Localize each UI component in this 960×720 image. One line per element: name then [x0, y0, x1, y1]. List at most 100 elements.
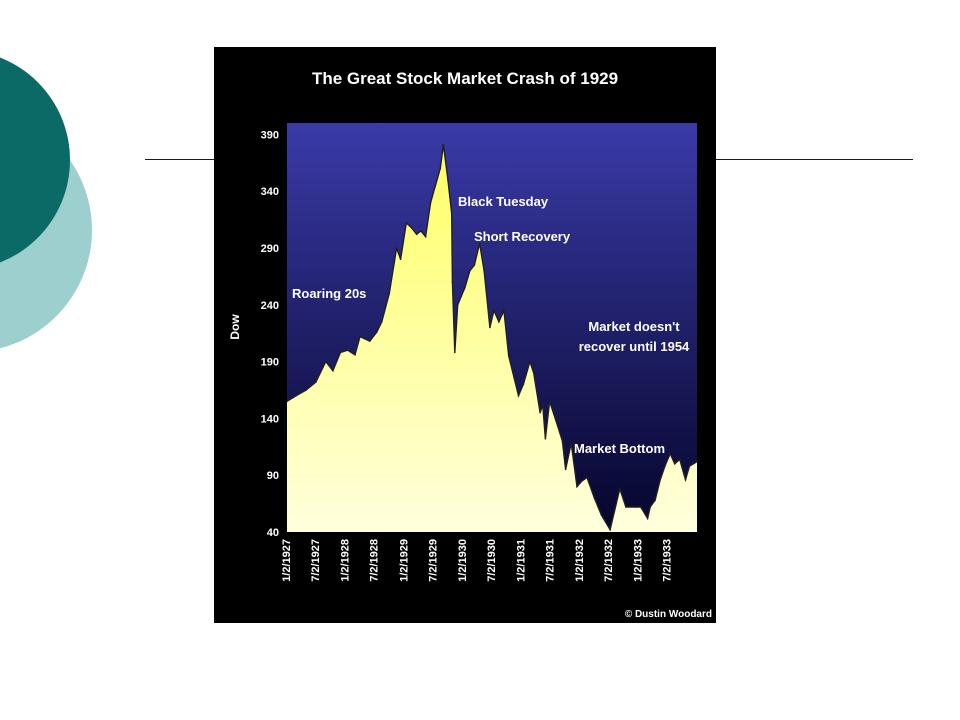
- data-point: [454, 351, 456, 354]
- data-point: [634, 506, 637, 508]
- x-tick-label: 7/2/1933: [662, 539, 674, 582]
- data-points: [286, 143, 698, 531]
- data-point: [529, 360, 531, 363]
- y-tick-label: 190: [261, 357, 279, 369]
- x-tick-label: 1/2/1930: [457, 539, 469, 582]
- chart-title: The Great Stock Market Crash of 1929: [312, 69, 618, 88]
- x-tick-label: 7/2/1932: [603, 539, 615, 582]
- data-point: [405, 222, 408, 224]
- data-point: [625, 506, 627, 508]
- data-point: [359, 335, 361, 338]
- data-point: [464, 286, 466, 289]
- y-tick-label: 240: [261, 300, 279, 312]
- data-point: [483, 269, 485, 272]
- chart-figure: The Great Stock Market Crash of 1929 40 9…: [214, 47, 716, 623]
- data-point: [451, 281, 454, 283]
- data-point: [570, 442, 572, 445]
- data-point: [434, 184, 437, 187]
- y-tick-label: 90: [267, 470, 279, 482]
- data-point: [429, 201, 432, 204]
- data-point: [420, 230, 422, 232]
- x-tick-label: 1/2/1929: [398, 539, 410, 582]
- data-point: [456, 304, 459, 306]
- data-point: [447, 179, 449, 181]
- annotation-label: Black Tuesday: [458, 194, 549, 209]
- data-point: [544, 438, 547, 440]
- data-point: [600, 514, 603, 516]
- copyright-credit: © Dustin Woodard: [625, 609, 712, 620]
- data-point: [503, 309, 505, 312]
- data-point: [442, 143, 445, 146]
- data-point: [619, 488, 621, 490]
- data-point: [325, 360, 327, 363]
- data-point: [507, 355, 510, 357]
- data-point: [346, 349, 349, 352]
- chart-annotations: Roaring 20s Black Tuesday Short Recovery Ma…: [292, 194, 690, 456]
- x-tick-label: 1/2/1933: [633, 539, 645, 582]
- y-axis-ticks: 40 90 140 190 240 290 340 390: [261, 129, 279, 539]
- data-point: [478, 242, 481, 245]
- data-point: [376, 331, 378, 333]
- data-point: [354, 354, 356, 356]
- x-tick-label: 7/2/1927: [310, 539, 322, 582]
- data-point: [424, 235, 427, 238]
- data-point: [286, 400, 288, 403]
- data-point: [646, 517, 649, 520]
- y-tick-label: 340: [261, 186, 279, 198]
- data-point: [493, 309, 495, 312]
- y-tick-label: 290: [261, 243, 279, 255]
- data-point: [554, 417, 556, 420]
- data-point: [669, 452, 671, 455]
- y-axis-label: Dow: [228, 314, 242, 340]
- data-point: [688, 465, 691, 467]
- data-point: [593, 497, 596, 499]
- data-point: [295, 394, 298, 397]
- data-point: [561, 440, 564, 442]
- y-tick-label: 40: [267, 527, 279, 539]
- data-point: [381, 321, 383, 323]
- data-point: [586, 476, 588, 479]
- annotation-label: recover until 1954: [579, 339, 690, 354]
- data-point: [399, 258, 402, 261]
- stock-market-chart: The Great Stock Market Crash of 1929 40 9…: [228, 69, 712, 620]
- data-point: [564, 468, 567, 471]
- x-tick-label: 1/2/1927: [281, 539, 293, 582]
- data-point: [332, 369, 334, 372]
- data-point: [581, 480, 583, 482]
- x-tick-label: 7/2/1928: [369, 539, 381, 582]
- data-point: [315, 381, 317, 383]
- data-point: [532, 372, 535, 374]
- data-point: [654, 499, 656, 502]
- x-tick-label: 1/2/1931: [515, 539, 527, 582]
- data-point: [410, 226, 413, 229]
- data-point: [548, 400, 551, 403]
- data-point: [517, 394, 520, 397]
- data-point: [305, 389, 307, 391]
- data-point: [659, 480, 661, 482]
- data-point: [339, 351, 342, 354]
- data-point: [469, 269, 471, 272]
- data-point: [541, 404, 544, 406]
- slide-decoration: [0, 57, 92, 349]
- decorative-circle-dark: [0, 57, 70, 263]
- annotation-label: Short Recovery: [474, 229, 571, 244]
- y-tick-label: 140: [261, 413, 279, 425]
- annotation-label: Market doesn't: [588, 319, 680, 334]
- x-tick-label: 7/2/1930: [486, 539, 498, 582]
- data-point: [649, 506, 651, 508]
- x-tick-label: 7/2/1931: [544, 539, 556, 582]
- data-point: [684, 478, 687, 481]
- data-point: [639, 506, 642, 508]
- data-point: [522, 383, 525, 386]
- data-point: [395, 247, 398, 249]
- x-axis-ticks: 1/2/1927 7/2/1927 1/2/1928 7/2/1928 1/2/1929…: [281, 539, 674, 582]
- data-point: [696, 460, 698, 463]
- data-point: [450, 213, 453, 215]
- data-point: [473, 264, 476, 266]
- data-point: [439, 167, 442, 170]
- data-point: [498, 321, 500, 323]
- data-point: [609, 528, 611, 531]
- annotation-label: Market Bottom: [574, 441, 665, 456]
- data-point: [369, 340, 371, 342]
- x-tick-label: 7/2/1929: [427, 539, 439, 582]
